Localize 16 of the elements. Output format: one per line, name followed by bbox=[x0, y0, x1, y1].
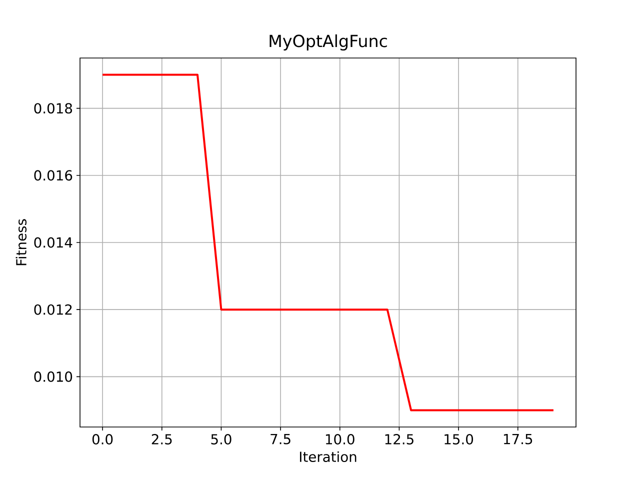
x-axis-title: Iteration bbox=[300, 451, 356, 462]
x-tick-label: 0.0 bbox=[92, 434, 113, 444]
x-tick-label: 7.5 bbox=[270, 434, 290, 444]
y-axis-title: Fitness bbox=[16, 219, 27, 266]
x-tick-label: 15.0 bbox=[444, 434, 474, 444]
y-tick-label: 0.016 bbox=[34, 170, 72, 181]
y-tick-label: 0.010 bbox=[34, 371, 72, 382]
x-tick-label: 12.5 bbox=[385, 434, 414, 444]
chart-title: MyOptAlgFunc bbox=[270, 34, 387, 50]
y-tick-label: 0.012 bbox=[34, 304, 72, 315]
x-tick-label: 2.5 bbox=[152, 434, 172, 444]
y-tick-label: 0.014 bbox=[34, 237, 72, 248]
y-tick-label: 0.018 bbox=[34, 103, 72, 114]
x-tick-label: 5.0 bbox=[211, 434, 232, 444]
x-tick-label: 10.0 bbox=[326, 434, 354, 444]
x-tick-label: 17.5 bbox=[504, 434, 532, 444]
